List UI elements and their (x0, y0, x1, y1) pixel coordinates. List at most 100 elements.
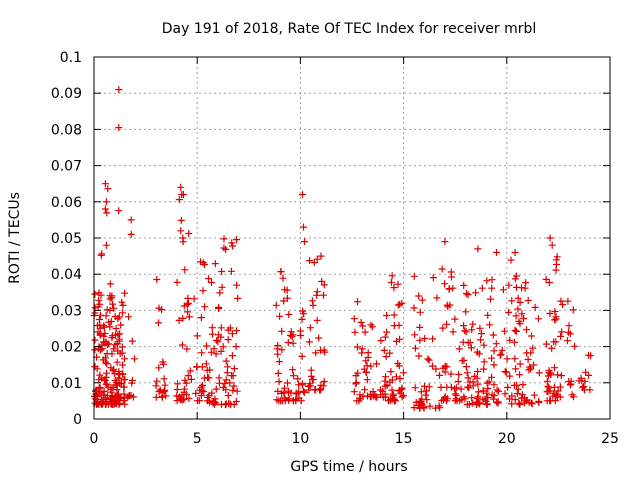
data-point (212, 398, 220, 406)
data-point (105, 318, 113, 326)
data-point (508, 297, 516, 305)
data-point (457, 385, 465, 393)
data-point (429, 335, 437, 343)
data-point (373, 360, 380, 368)
data-point (411, 331, 419, 339)
data-point (559, 301, 567, 309)
data-point (95, 289, 103, 297)
data-point (514, 305, 522, 313)
data-point (101, 180, 109, 188)
data-point (514, 385, 522, 393)
data-point (464, 374, 472, 382)
data-point (580, 383, 588, 390)
data-point (180, 302, 188, 310)
data-point (103, 341, 111, 349)
data-point (439, 324, 447, 332)
data-point (182, 379, 190, 387)
data-point (185, 230, 193, 237)
data-point (218, 283, 226, 291)
data-point (398, 299, 406, 307)
data-point (569, 306, 577, 314)
data-point (460, 281, 468, 289)
data-point (175, 393, 183, 401)
data-point (566, 330, 574, 338)
data-point (367, 362, 375, 370)
data-point (127, 216, 135, 224)
data-point (279, 274, 287, 282)
data-point (585, 351, 592, 359)
data-point (274, 387, 282, 395)
data-point (462, 328, 470, 336)
data-point (308, 297, 316, 305)
data-point (195, 397, 203, 405)
data-point (218, 268, 226, 275)
data-point (185, 313, 193, 321)
data-point (300, 388, 308, 396)
data-point (469, 320, 477, 328)
data-point (202, 360, 210, 368)
data-point (474, 368, 482, 375)
data-point (95, 384, 103, 392)
data-point (520, 394, 528, 402)
data-point (113, 358, 121, 366)
data-point (396, 335, 404, 343)
data-point (364, 353, 372, 361)
data-point (93, 365, 101, 373)
data-point (480, 341, 488, 349)
data-point (390, 322, 398, 330)
data-point (455, 371, 463, 378)
data-point (284, 339, 292, 346)
data-point (113, 386, 121, 394)
data-point (275, 378, 283, 386)
data-point (552, 256, 560, 264)
data-point (115, 207, 123, 215)
data-point (499, 286, 507, 294)
data-point (278, 327, 286, 335)
data-point (395, 362, 403, 370)
data-point (272, 301, 280, 309)
data-point (422, 387, 430, 395)
data-point (206, 366, 214, 374)
data-point (449, 328, 457, 336)
data-point (232, 343, 240, 351)
data-point (103, 350, 111, 358)
data-point (451, 390, 459, 398)
data-point (423, 396, 431, 404)
data-point (307, 366, 315, 374)
data-point (477, 336, 484, 344)
data-point (484, 385, 492, 392)
data-point (494, 399, 502, 407)
data-point (361, 328, 369, 336)
data-point (527, 365, 535, 373)
data-point (492, 340, 500, 348)
data-point (161, 386, 169, 394)
data-point (488, 284, 496, 292)
data-point (100, 338, 108, 346)
data-point (421, 335, 429, 342)
data-point (101, 376, 109, 384)
data-point (464, 383, 472, 391)
data-point (400, 392, 407, 399)
data-point (153, 276, 161, 283)
data-point (474, 380, 482, 388)
x-tick-label: 15 (395, 431, 413, 447)
data-point (508, 392, 516, 400)
data-point (119, 301, 127, 309)
data-point (214, 331, 222, 339)
data-point (433, 294, 441, 302)
data-point (317, 346, 325, 354)
data-point (367, 321, 375, 329)
data-point (96, 371, 104, 379)
data-point (421, 382, 428, 390)
data-point (387, 278, 395, 286)
data-point (283, 286, 291, 294)
data-point (443, 397, 450, 405)
data-point (483, 277, 491, 285)
data-point (100, 322, 108, 330)
data-point (232, 398, 240, 405)
data-point (351, 328, 359, 336)
data-point (528, 400, 536, 408)
data-point (444, 303, 452, 311)
data-point (518, 310, 526, 318)
data-point (159, 358, 167, 366)
